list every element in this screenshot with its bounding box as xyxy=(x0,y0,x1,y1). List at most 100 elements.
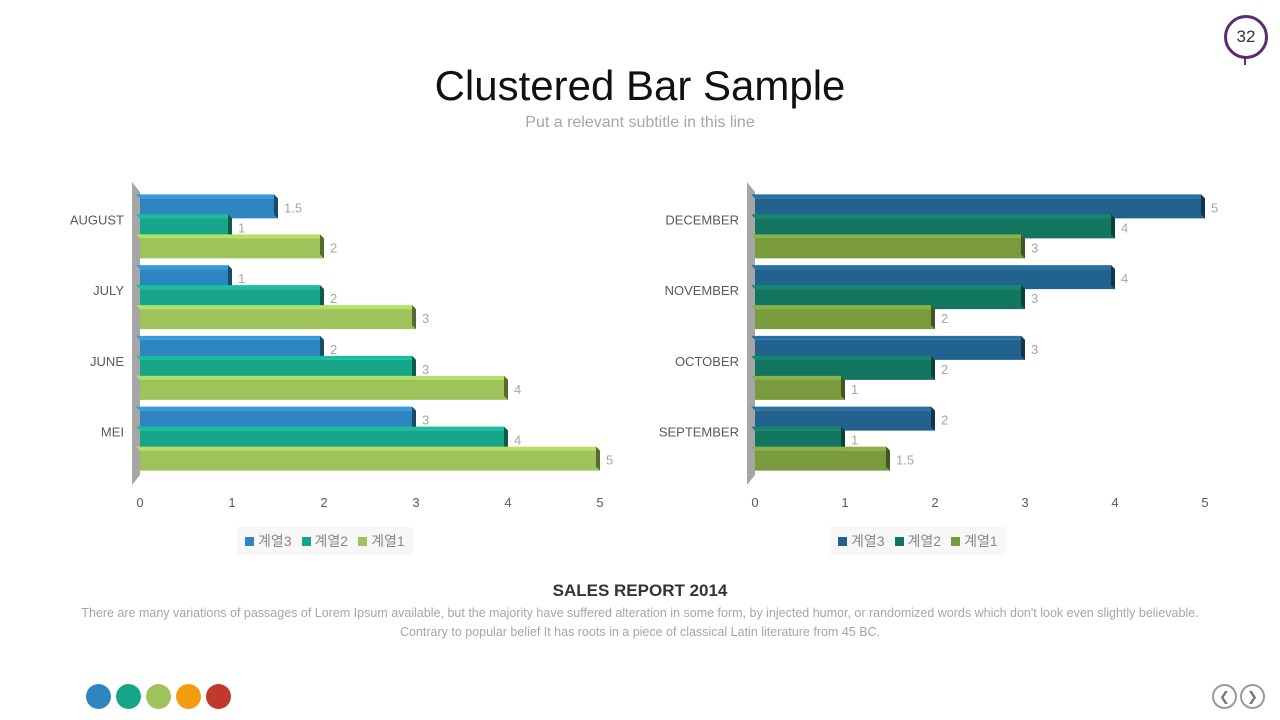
left-data-label: 3 xyxy=(422,362,429,377)
color-dot xyxy=(176,684,201,709)
color-dot xyxy=(86,684,111,709)
right-category-label: OCTOBER xyxy=(675,354,739,369)
left-data-label: 4 xyxy=(514,382,521,397)
left-legend-item: 계열2 xyxy=(301,531,349,551)
right-data-label: 3 xyxy=(1031,342,1038,357)
left-bar xyxy=(136,406,416,431)
right-x-tick-label: 0 xyxy=(751,495,758,510)
right-data-label: 5 xyxy=(1211,200,1218,215)
right-x-tick-label: 5 xyxy=(1201,495,1208,510)
left-bar xyxy=(136,355,416,380)
left-legend-label: 계열2 xyxy=(314,533,349,549)
left-bar xyxy=(136,375,508,400)
page-subtitle: Put a relevant subtitle in this line xyxy=(525,114,755,131)
right-category-label: NOVEMBER xyxy=(665,283,739,298)
right-data-label: 4 xyxy=(1121,220,1128,235)
right-bar xyxy=(751,214,1115,239)
right-data-label: 1 xyxy=(851,433,858,448)
right-data-label: 1 xyxy=(851,382,858,397)
right-legend-label: 계열3 xyxy=(851,533,885,549)
left-x-tick-label: 2 xyxy=(320,495,327,510)
right-bar xyxy=(751,406,935,431)
left-legend-label: 계열3 xyxy=(258,533,292,549)
left-data-label: 3 xyxy=(422,413,429,428)
right-bar xyxy=(751,426,845,451)
report-body: There are many variations of passages of… xyxy=(81,606,1199,639)
right-data-label: 1.5 xyxy=(896,453,914,468)
right-chart-legend: 계열3 계열2 계열1 xyxy=(830,527,1006,555)
left-category-label: AUGUST xyxy=(70,212,124,227)
left-x-tick-label: 5 xyxy=(596,495,603,510)
left-legend-swatch xyxy=(301,536,311,546)
left-category-label: MEI xyxy=(101,425,124,440)
left-chart-svg: 0 1 2 3 4 5 MEI 3 4 5 JUNE 2 3 4 JULY 1 2 3 AUGUST 1.5 1 2 xyxy=(70,182,613,510)
color-dot xyxy=(116,684,141,709)
right-x-tick-label: 3 xyxy=(1021,495,1028,510)
right-bar xyxy=(751,355,935,380)
left-bar xyxy=(136,234,324,259)
left-bar xyxy=(136,446,600,471)
left-axis-wall xyxy=(132,182,140,485)
left-x-tick-label: 3 xyxy=(412,495,419,510)
right-legend-swatch xyxy=(838,536,847,546)
left-x-tick-label: 1 xyxy=(228,495,235,510)
page-title: Clustered Bar Sample xyxy=(434,62,846,109)
right-x-tick-label: 4 xyxy=(1111,495,1118,510)
left-category-label: JUNE xyxy=(90,354,124,369)
right-bar xyxy=(751,446,890,471)
right-bar xyxy=(751,194,1205,219)
left-bar xyxy=(136,194,278,219)
left-bar xyxy=(136,285,324,310)
color-dot xyxy=(206,684,231,709)
left-data-label: 2 xyxy=(330,291,337,306)
right-data-label: 2 xyxy=(941,413,948,428)
slide-navigation: ❮ ❯ xyxy=(1212,684,1265,709)
right-bar xyxy=(751,234,1025,259)
right-data-label: 3 xyxy=(1031,291,1038,306)
page-badge-tick xyxy=(1244,56,1246,65)
left-legend-swatch xyxy=(245,536,254,546)
left-chart-legend: 계열3 계열2 계열1 xyxy=(237,527,413,555)
left-data-label: 5 xyxy=(606,453,613,468)
chevron-right-icon[interactable]: ❯ xyxy=(1240,684,1265,709)
left-data-label: 2 xyxy=(330,342,337,357)
right-bar xyxy=(751,335,1025,360)
left-legend-swatch xyxy=(358,536,368,546)
chevron-left-icon[interactable]: ❮ xyxy=(1212,684,1237,709)
color-dot xyxy=(146,684,171,709)
left-category-label: JULY xyxy=(93,283,124,298)
right-legend-item: 계열2 xyxy=(894,531,942,551)
right-x-tick-label: 1 xyxy=(841,495,848,510)
right-legend-item: 계열1 xyxy=(951,531,998,551)
left-x-tick-label: 4 xyxy=(504,495,511,510)
right-bar xyxy=(751,305,935,330)
right-axis-wall xyxy=(747,182,755,485)
left-bar xyxy=(136,305,416,330)
right-data-label: 2 xyxy=(941,311,948,326)
right-legend-item: 계열3 xyxy=(838,531,885,551)
right-category-label: SEPTEMBER xyxy=(659,425,739,440)
right-data-label: 3 xyxy=(1031,240,1038,255)
right-bar xyxy=(751,375,845,400)
right-legend-label: 계열1 xyxy=(964,533,998,549)
left-data-label: 4 xyxy=(514,433,521,448)
left-x-tick-label: 0 xyxy=(136,495,143,510)
right-data-label: 2 xyxy=(941,362,948,377)
left-bar xyxy=(136,265,232,290)
left-data-label: 3 xyxy=(422,311,429,326)
left-bar xyxy=(136,335,324,360)
left-legend-label: 계열1 xyxy=(371,533,405,549)
right-chart-svg: 0 1 2 3 4 5 SEPTEMBER 2 1 1.5 OCTOBER 3 2 1 NOVEMBER 4 3… xyxy=(659,182,1218,510)
right-legend-label: 계열2 xyxy=(907,533,942,549)
right-x-tick-label: 2 xyxy=(931,495,938,510)
left-bar-chart: 0 1 2 3 4 5 MEI 3 4 5 JUNE 2 3 4 JULY 1 2 3 AUGUST 1.5 1 2 계열… xyxy=(40,170,640,560)
left-bar xyxy=(136,426,508,451)
right-bar-chart: 0 1 2 3 4 5 SEPTEMBER 2 1 1.5 OCTOBER 3 2 1 NOVEMBER 4 3… xyxy=(650,170,1250,560)
page-number: 32 xyxy=(1236,27,1256,46)
left-data-label: 2 xyxy=(330,240,337,255)
page-number-badge: 32 xyxy=(1224,15,1268,59)
color-dots xyxy=(86,684,231,709)
right-legend-swatch xyxy=(951,536,961,546)
left-legend-item: 계열1 xyxy=(358,531,405,551)
left-data-label: 1.5 xyxy=(284,200,302,215)
